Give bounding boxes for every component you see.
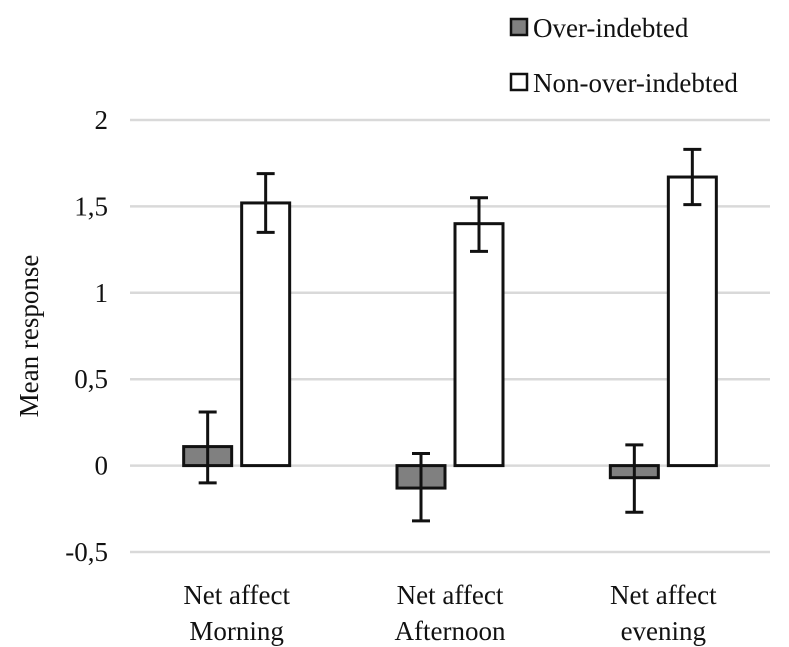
y-tick-label: -0,5 [65,537,108,567]
x-category-label: Morning [189,616,284,646]
legend: Over-indebted Non-over-indebted [509,13,738,98]
gridlines [130,118,770,554]
y-tick-label: 0,5 [74,364,108,394]
bar-non-over-indebted-1 [453,222,505,468]
y-tick-label: 1,5 [74,191,108,221]
y-axis-tick-labels: -0,5 0 0,5 1 1,5 2 [65,105,108,567]
x-category-label: evening [621,616,706,646]
y-tick-label: 0 [95,451,109,481]
x-category-label: Net affect [610,580,717,610]
x-category-label: Afternoon [395,616,506,646]
legend-swatch [509,17,529,37]
legend-label: Non-over-indebted [533,68,738,98]
x-category-label: Net affect [397,580,504,610]
error-bars [198,147,702,523]
bars [182,175,718,490]
error-bar [256,172,275,234]
legend-label: Over-indebted [533,13,689,43]
x-axis-category-labels: Net affect Morning Net affect Afternoon Net … [183,580,717,646]
error-bar [625,443,644,514]
y-axis-label: Mean response [14,255,44,418]
y-tick-label: 1 [95,278,109,308]
error-bar [470,196,488,253]
bar-non-over-indebted-0 [240,201,292,468]
bar-non-over-indebted-2 [666,175,718,468]
error-bar [412,452,430,523]
error-bar [198,410,217,485]
y-tick-label: 2 [95,105,109,135]
x-category-label: Net affect [183,580,290,610]
error-bar [683,147,702,207]
legend-swatch [509,72,529,92]
